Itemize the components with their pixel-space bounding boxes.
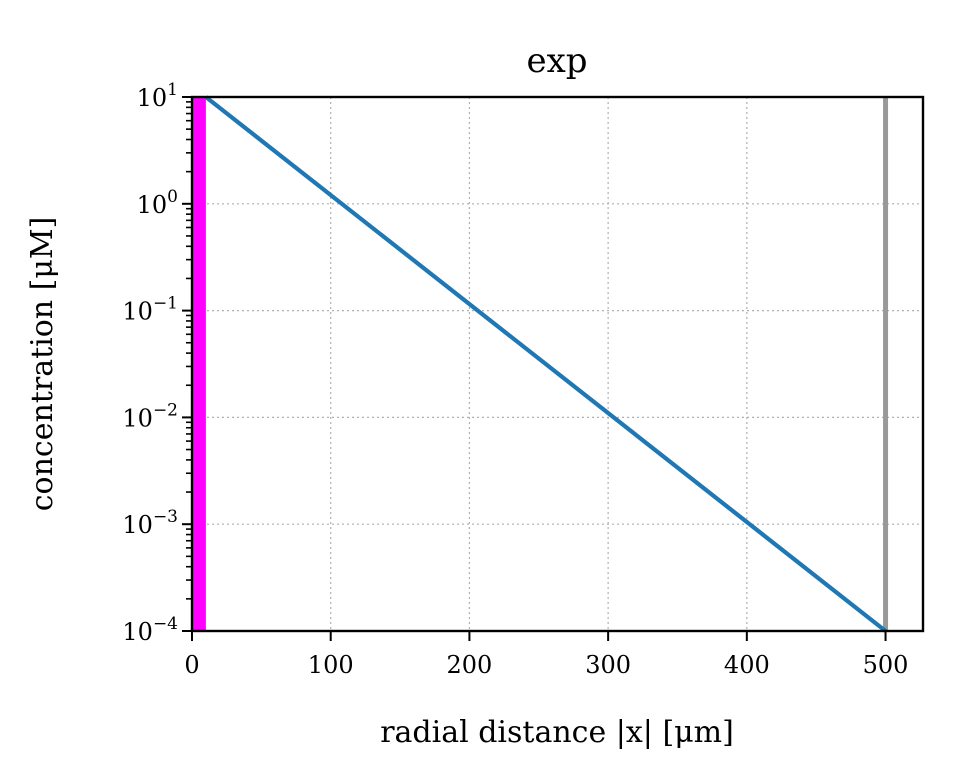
- x-tick-label: 500: [863, 651, 909, 679]
- y-tick-label: 100: [137, 187, 178, 219]
- x-tick-label: 100: [308, 651, 354, 679]
- y-tick-label: 10−1: [122, 294, 178, 326]
- y-tick-label: 10−2: [122, 400, 178, 432]
- x-tick-label: 300: [585, 651, 631, 679]
- x-axis-label: radial distance |x| [μm]: [380, 715, 734, 750]
- plot-area: [192, 97, 923, 631]
- shaded-band: [192, 97, 206, 631]
- plot-frame: [190, 95, 925, 633]
- series-line: [204, 95, 887, 633]
- x-ticks: 0 100 200 300 400 500: [184, 631, 908, 679]
- y-tick-label: 101: [137, 80, 178, 112]
- y-ticks: 101 100 10−1 10−2 10−3 10−4: [122, 80, 192, 646]
- y-axis-label: concentration [μM]: [25, 217, 60, 512]
- x-tick-label: 200: [447, 651, 493, 679]
- y-tick-label: 10−4: [122, 614, 178, 646]
- marks: [192, 95, 889, 633]
- x-tick-label: 400: [724, 651, 770, 679]
- x-tick-label: 0: [184, 651, 199, 679]
- chart-title: exp: [526, 41, 587, 81]
- y-tick-label: 10−3: [122, 507, 178, 539]
